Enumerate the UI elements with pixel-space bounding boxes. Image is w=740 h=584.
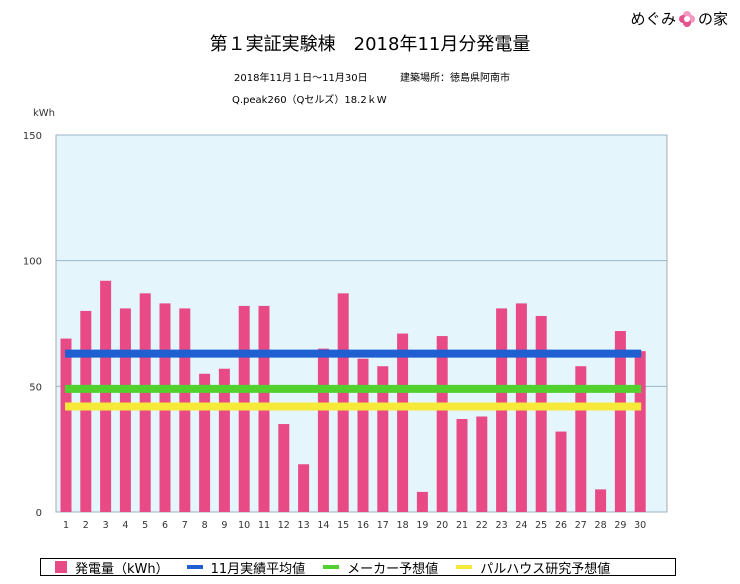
- x-tick-label: 16: [357, 520, 369, 531]
- x-tick-label: 25: [535, 520, 547, 531]
- bar: [218, 368, 230, 512]
- logo-text-right: の家: [697, 10, 728, 28]
- bar: [298, 464, 310, 512]
- legend-swatch-bar: [55, 561, 67, 573]
- x-tick-label: 13: [298, 520, 310, 531]
- x-tick-label: 5: [142, 520, 148, 531]
- y-tick-label: 50: [29, 382, 42, 393]
- bar: [416, 491, 428, 512]
- brand-logo: めぐみ の家: [631, 8, 728, 29]
- x-tick-label: 11: [258, 520, 270, 531]
- x-tick-label: 15: [337, 520, 349, 531]
- legend-label: メーカー予想値: [347, 561, 439, 577]
- bar: [575, 366, 587, 512]
- bar: [555, 431, 567, 512]
- x-tick-label: 9: [221, 520, 227, 531]
- x-tick-label: 19: [416, 520, 428, 531]
- x-tick-label: 12: [278, 520, 290, 531]
- bar: [60, 338, 72, 512]
- x-tick-label: 6: [162, 520, 168, 531]
- logo-text-left: めぐみ: [630, 10, 676, 28]
- location-text: 建築場所：徳島県阿南市: [400, 73, 510, 84]
- bar: [436, 336, 448, 512]
- chart-title: 第１実証実験棟 2018年11月分発電量: [209, 34, 531, 55]
- legend-swatch-pal: [456, 565, 473, 569]
- x-tick-label: 21: [456, 520, 468, 531]
- bar: [377, 366, 389, 512]
- bar: [634, 351, 646, 512]
- y-tick-label: 100: [23, 257, 42, 268]
- x-tick-label: 1: [63, 520, 69, 531]
- legend-item-palhouse: パルハウス研究予想値: [456, 558, 610, 577]
- x-tick-label: 24: [515, 520, 527, 531]
- legend-label: 発電量（kWh）: [75, 561, 169, 577]
- x-tick-label: 30: [634, 520, 646, 531]
- x-tick-label: 23: [496, 520, 508, 531]
- x-tick-label: 10: [238, 520, 250, 531]
- y-axis-label: kWh: [33, 108, 56, 119]
- bar: [100, 280, 112, 512]
- x-tick-label: 7: [182, 520, 188, 531]
- bar: [278, 424, 290, 512]
- x-tick-label: 3: [103, 520, 109, 531]
- flower-icon: [678, 10, 695, 27]
- legend-swatch-avg: [186, 565, 203, 569]
- bar: [535, 315, 547, 512]
- bar: [614, 331, 626, 512]
- x-tick-label: 17: [377, 520, 389, 531]
- bar: [476, 416, 488, 512]
- x-tick-label: 26: [555, 520, 567, 531]
- period-text: 2018年11月１日〜11月30日: [234, 73, 368, 84]
- panel-text: Q.peak260（Qセルズ）18.2ｋW: [232, 95, 387, 106]
- x-tick-label: 20: [436, 520, 448, 531]
- x-tick-label: 18: [397, 520, 409, 531]
- x-tick-label: 22: [476, 520, 488, 531]
- x-tick-label: 4: [122, 520, 128, 531]
- bar: [317, 348, 329, 512]
- x-tick-label: 2: [83, 520, 89, 531]
- y-tick-label: 0: [36, 508, 42, 519]
- bar: [595, 489, 607, 512]
- bar: [357, 358, 369, 512]
- x-tick-label: 29: [614, 520, 626, 531]
- x-tick-label: 28: [595, 520, 607, 531]
- legend: 発電量（kWh） 11月実績平均値 メーカー予想値 パルハウス研究予想値: [40, 558, 676, 577]
- x-tick-label: 14: [317, 520, 329, 531]
- y-tick-label: 150: [23, 131, 42, 142]
- legend-label: 11月実績平均値: [210, 561, 306, 577]
- legend-item-average: 11月実績平均値: [186, 558, 306, 577]
- bar: [456, 419, 468, 512]
- legend-label: パルハウス研究予想値: [480, 561, 611, 577]
- legend-swatch-maker: [323, 565, 340, 569]
- legend-item-generation: 発電量（kWh）: [55, 558, 169, 577]
- bar: [80, 310, 92, 512]
- x-tick-label: 8: [202, 520, 208, 531]
- legend-item-maker: メーカー予想値: [323, 558, 438, 577]
- bar: [397, 333, 409, 512]
- bar: [199, 373, 211, 512]
- x-tick-label: 27: [575, 520, 587, 531]
